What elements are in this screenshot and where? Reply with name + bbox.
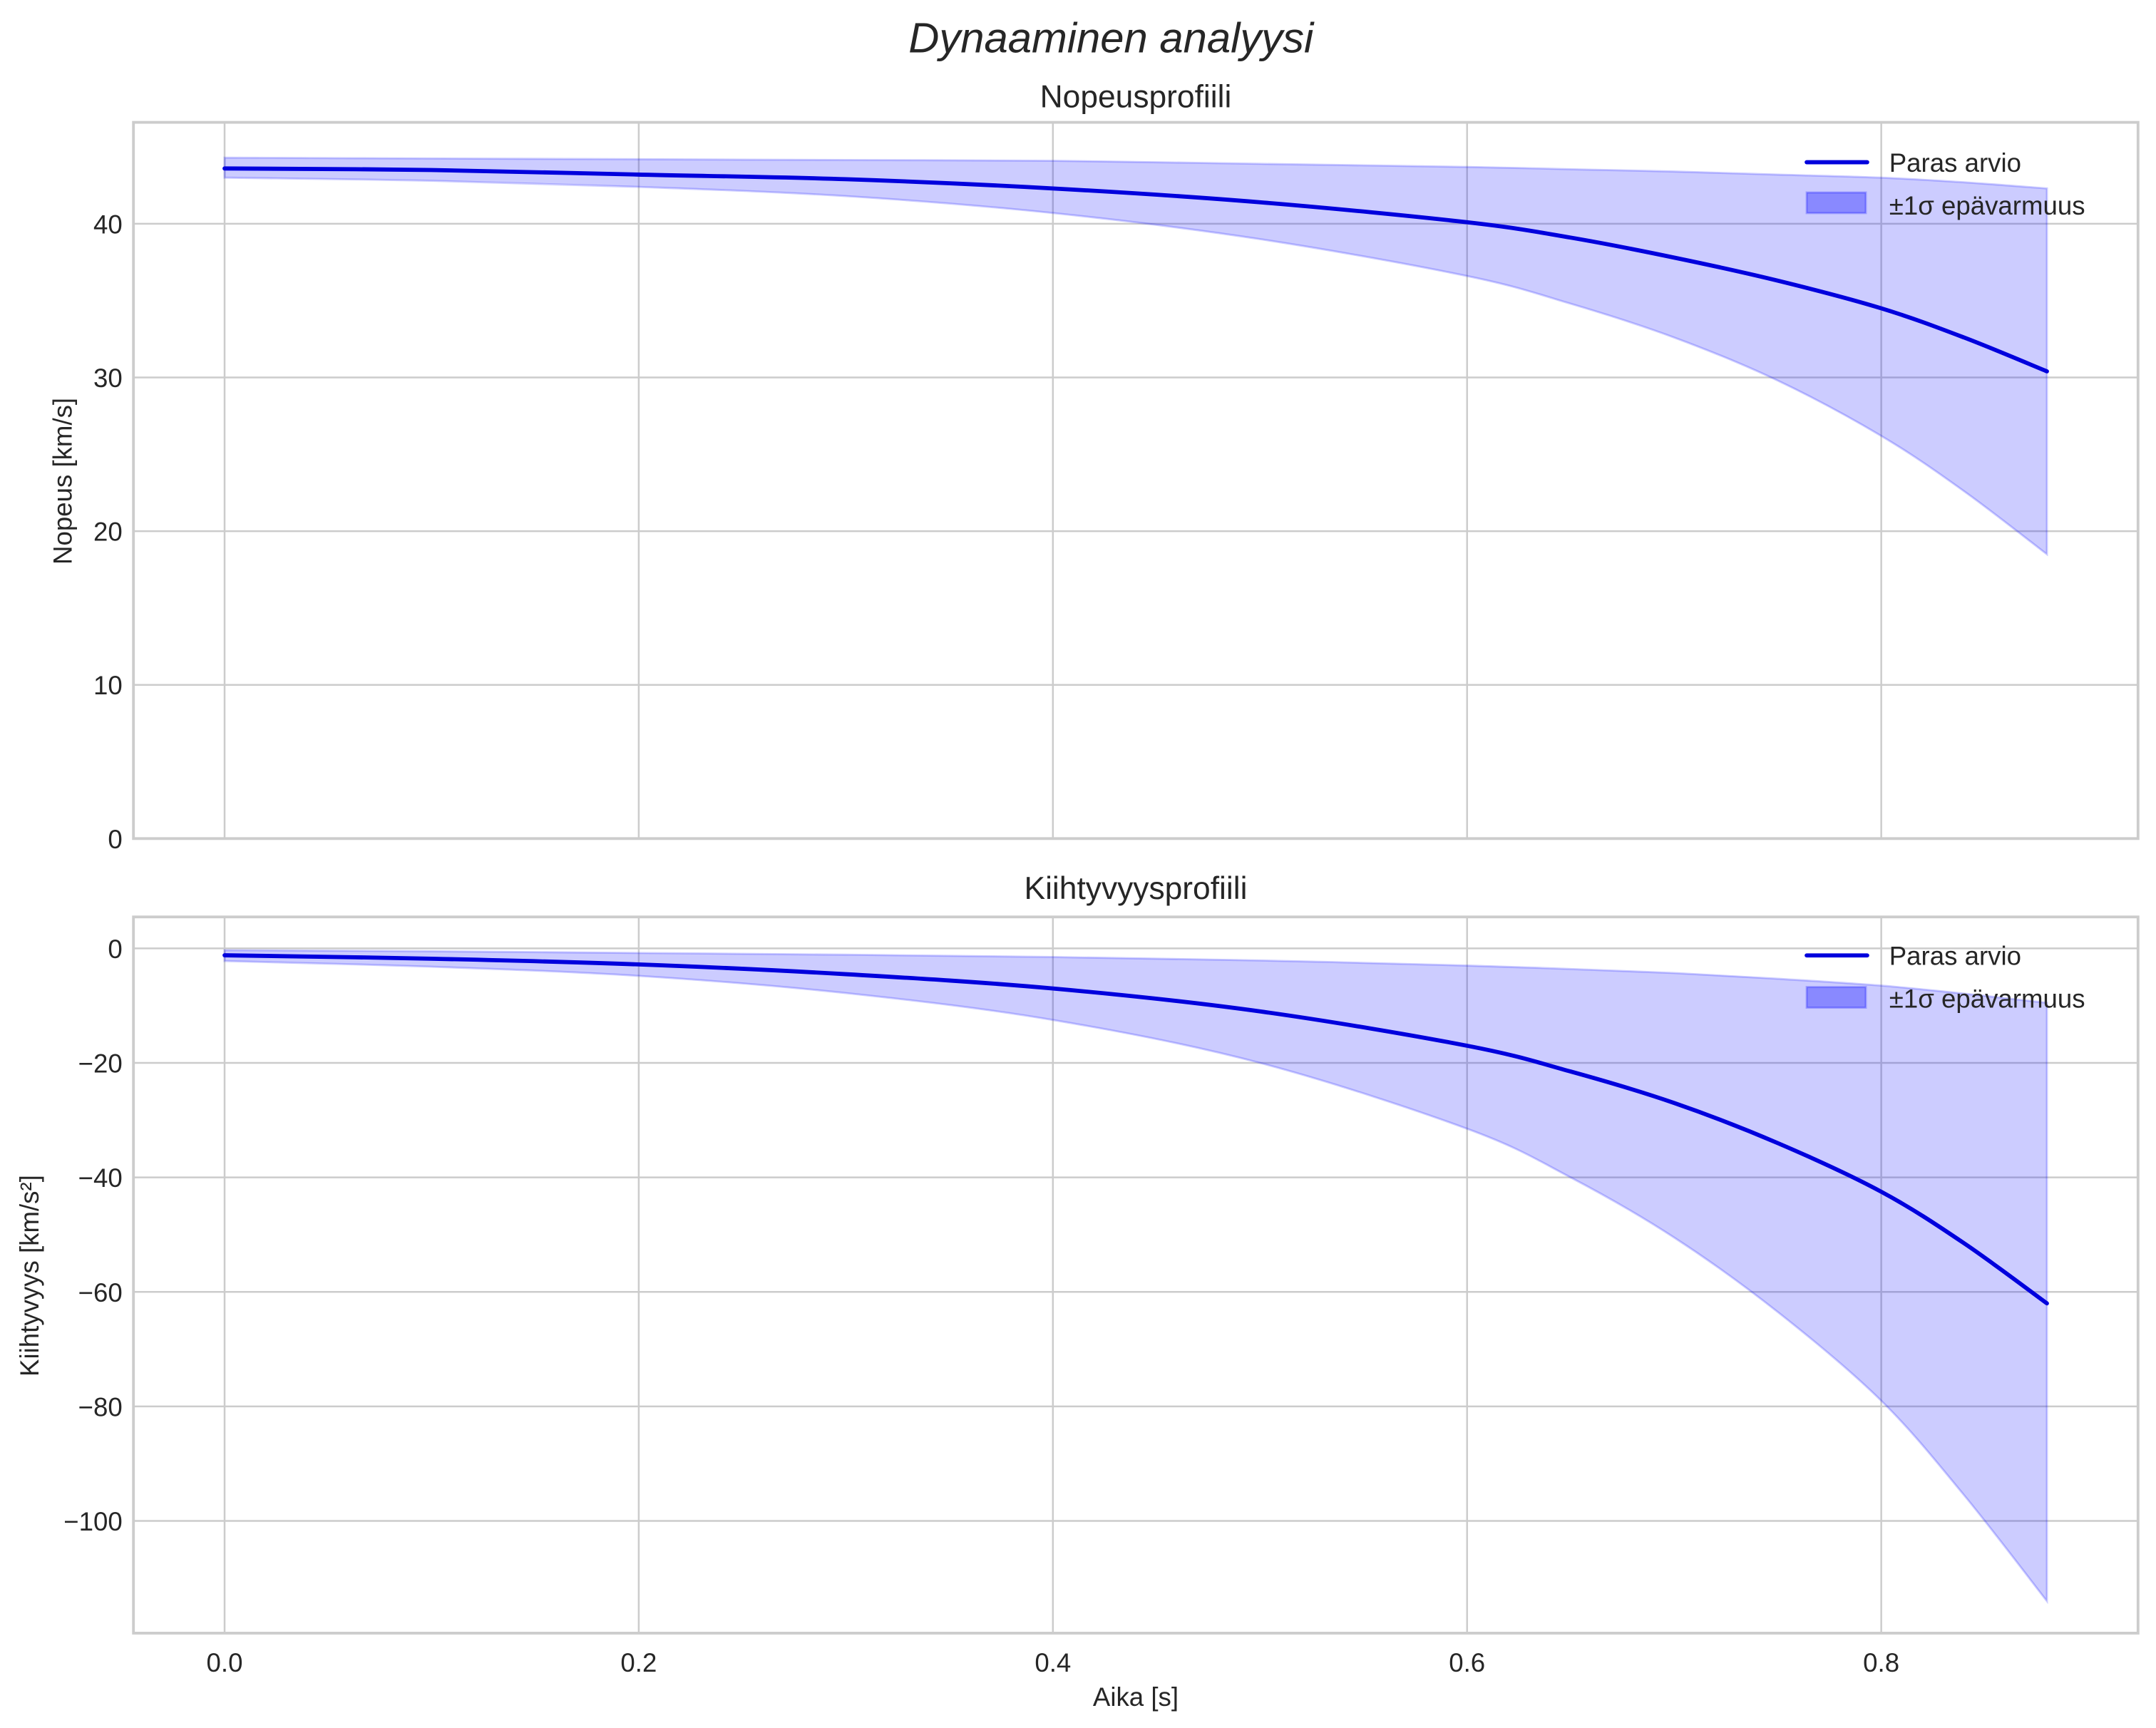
y-tick-label: −60 xyxy=(78,1278,123,1307)
legend-band-label: ±1σ epävarmuus xyxy=(1889,191,2085,220)
legend-line-label: Paras arvio xyxy=(1889,148,2021,178)
y-tick-label: 30 xyxy=(93,364,123,393)
y-tick-label: −20 xyxy=(78,1049,123,1079)
best-estimate-line xyxy=(222,166,2049,374)
velocity-legend: Paras arvio ±1σ epävarmuus xyxy=(1805,148,2085,220)
x-axis-label: Aika [s] xyxy=(1093,1682,1179,1712)
x-tick-label: 0.0 xyxy=(207,1648,243,1677)
uncertainty-band xyxy=(223,949,2048,1605)
acceleration-plot: Kiihtyvyysprofiili 0.0 0.2 0.4 0.6 0.8 0 −20 −4… xyxy=(15,871,2140,1712)
x-tick-label: 0.2 xyxy=(620,1648,657,1677)
y-tick-label: 0 xyxy=(108,935,122,964)
y-tick-label: −100 xyxy=(63,1507,123,1536)
y-tick-label: 20 xyxy=(93,518,123,547)
acceleration-legend: Paras arvio ±1σ epävarmuus xyxy=(1805,942,2085,1014)
y-tick-label: 0 xyxy=(108,825,122,854)
acceleration-plot-frame xyxy=(132,915,2140,1635)
velocity-plot-frame xyxy=(132,120,2140,840)
acceleration-y-axis-label: Kiihtyvyys [km/s²] xyxy=(15,1175,44,1377)
legend-band-swatch-icon xyxy=(1805,986,1867,1009)
acceleration-data xyxy=(222,949,2049,1605)
x-tick-label: 0.8 xyxy=(1863,1648,1899,1677)
velocity-plot: Nopeusprofiili 0 10 20 30 40 Nopeus [km/s] P… xyxy=(48,79,2140,854)
velocity-y-axis-label: Nopeus [km/s] xyxy=(48,398,77,565)
velocity-ticks: 0 10 20 30 40 xyxy=(93,210,123,853)
velocity-plot-title: Nopeusprofiili xyxy=(1040,79,1232,114)
legend-band-swatch-icon xyxy=(1805,191,1867,215)
x-tick-label: 0.4 xyxy=(1035,1648,1071,1677)
acceleration-grid xyxy=(133,917,2138,1633)
legend-band-label: ±1σ epävarmuus xyxy=(1889,984,2085,1014)
acceleration-ticks: 0.0 0.2 0.4 0.6 0.8 0 −20 −40 −60 −80 −100 xyxy=(63,935,1899,1677)
acceleration-plot-title: Kiihtyvyysprofiili xyxy=(1025,871,1248,906)
legend-line-label: Paras arvio xyxy=(1889,942,2021,971)
y-tick-label: −40 xyxy=(78,1163,123,1193)
best-estimate-line xyxy=(222,953,2049,1306)
y-tick-label: 10 xyxy=(93,671,123,700)
velocity-data xyxy=(222,156,2049,557)
figure-title: Dynaaminen analyysi xyxy=(908,14,1315,61)
y-tick-label: −80 xyxy=(78,1392,123,1421)
y-tick-label: 40 xyxy=(93,210,123,239)
x-tick-label: 0.6 xyxy=(1449,1648,1485,1677)
uncertainty-band xyxy=(223,156,2048,557)
